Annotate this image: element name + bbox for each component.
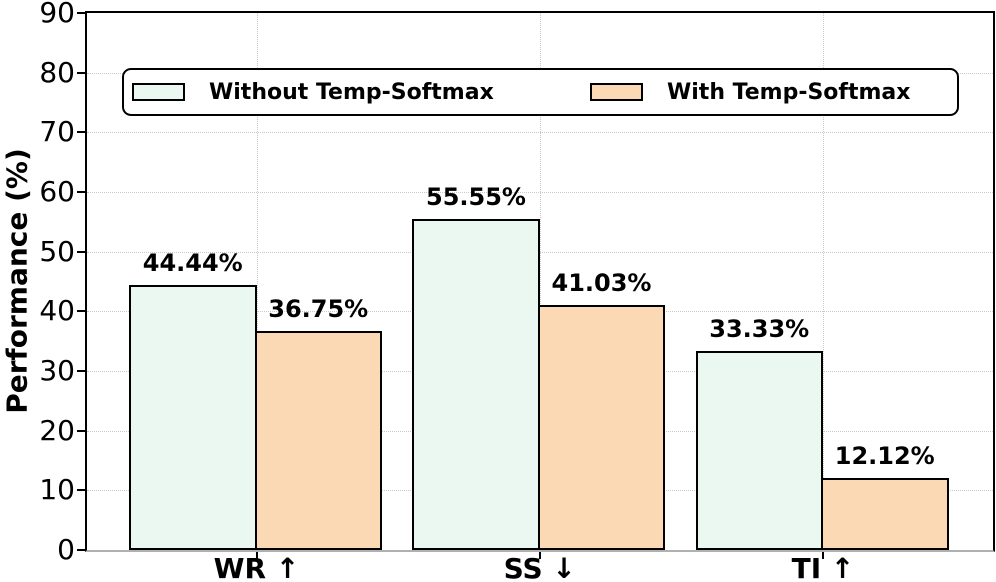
y-tick (77, 310, 85, 313)
y-tick-label: 10 (39, 473, 75, 507)
y-tick-label: 90 (39, 0, 75, 29)
legend-item-without-temp-softmax: Without Temp-Softmax (132, 70, 494, 114)
legend-label: Without Temp-Softmax (209, 79, 494, 105)
bar-with-temp-softmax-1 (254, 330, 382, 550)
bar-value-label: 44.44% (142, 248, 243, 277)
x-tick (538, 552, 541, 559)
legend-label: With Temp-Softmax (667, 79, 911, 105)
plot-area: 44.44% 55.55% 33.33% 36.75% 41.03% 12.12% (85, 11, 995, 552)
x-tick (822, 552, 824, 559)
bar-value-label: 33.33% (709, 315, 810, 344)
y-tick-label: 0 (57, 533, 75, 566)
y-tick-label: 70 (39, 115, 75, 149)
x-gridline (539, 13, 541, 550)
bar-value-label: 55.55% (426, 182, 526, 211)
y-tick-label: 80 (39, 55, 75, 89)
y-tick (77, 370, 85, 372)
y-tick (77, 549, 85, 551)
y-tick-label: 30 (39, 354, 75, 387)
y-tick (77, 250, 85, 253)
legend-swatch-without-temp-softmax (132, 83, 185, 101)
bar-with-temp-softmax-2 (537, 305, 666, 550)
y-tick-label: 60 (39, 175, 75, 208)
x-tick (255, 552, 258, 559)
x-gridline (823, 13, 824, 550)
y-tick-label: 50 (39, 234, 75, 268)
y-tick (77, 489, 85, 492)
y-tick (77, 191, 85, 193)
y-tick (77, 131, 85, 134)
x-gridline (256, 13, 258, 550)
bar-value-label: 12.12% (834, 441, 935, 470)
bar-value-label: 36.75% (268, 294, 369, 323)
y-tick-label: 20 (39, 413, 75, 447)
legend-swatch-with-temp-softmax (590, 83, 643, 101)
y-tick (77, 429, 85, 432)
legend: Without Temp-Softmax With Temp-Softmax (122, 68, 959, 116)
bar-without-temp-softmax-1 (129, 284, 257, 550)
legend-item-with-temp-softmax: With Temp-Softmax (590, 70, 910, 114)
y-tick (77, 12, 85, 14)
y-tick (77, 71, 85, 74)
bar-without-temp-softmax-2 (412, 218, 540, 550)
bar-with-temp-softmax-3 (821, 477, 949, 550)
bar-value-label: 41.03% (551, 269, 652, 298)
y-tick-label: 40 (39, 294, 75, 328)
bar-without-temp-softmax-3 (695, 351, 823, 550)
